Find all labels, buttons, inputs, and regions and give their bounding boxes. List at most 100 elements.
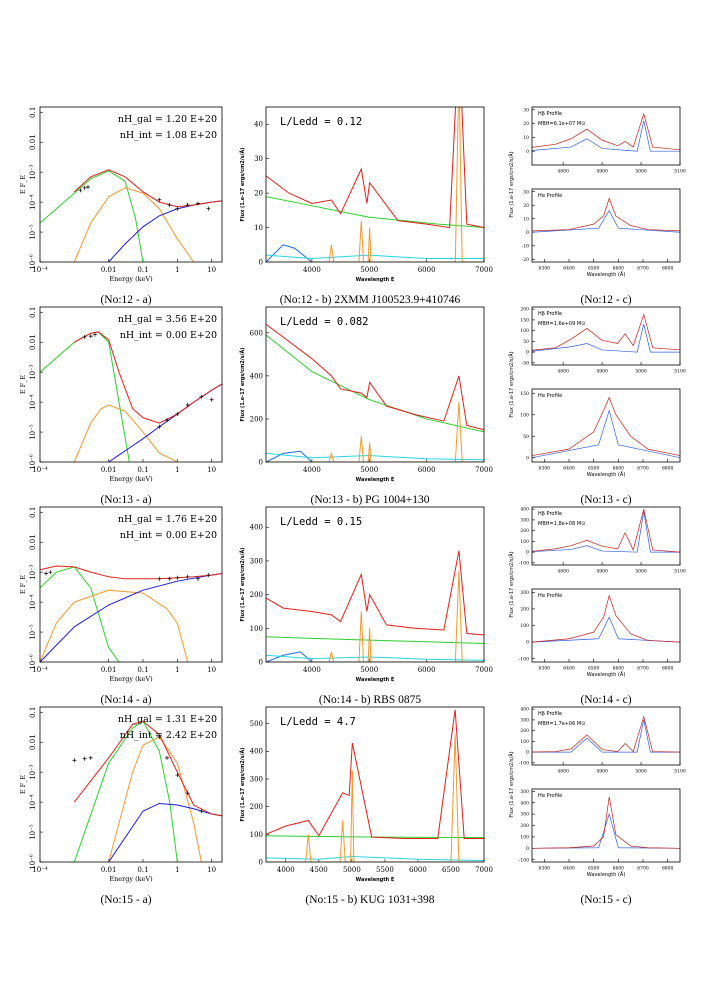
plot-frame (531, 388, 681, 463)
y-tick-label: 0.01 (29, 134, 37, 150)
plot-area (532, 112, 680, 152)
y-tick-label: 10 (523, 135, 529, 141)
series-line (266, 450, 484, 462)
x-tick-label: 4000 (303, 466, 321, 474)
plot-frame (39, 106, 223, 263)
series-line (266, 636, 484, 644)
data-point (78, 188, 83, 193)
y-tick-label: 150 (520, 317, 529, 323)
y-tick-label: 10⁻⁶ (29, 454, 37, 470)
y-tick-label: 100 (250, 625, 263, 633)
plot-area (532, 594, 680, 643)
series-line (532, 324, 680, 353)
series-line (73, 169, 222, 208)
y-tick-label: 600 (250, 329, 263, 337)
data-point (88, 334, 93, 339)
caption: (No:15 - c) (580, 894, 631, 906)
y-tick-label: 300 (520, 717, 529, 723)
y-axis-label: E F_E (19, 375, 27, 395)
y-axis-label: Flux (1.e-17 ergs/cm2/s/Å) (508, 351, 515, 417)
chart-panel: 4000 5000 6000 7000 0 100 200 300 400 L/Ledd = 0.… (239, 506, 493, 706)
x-tick-label: 4900 (596, 769, 608, 775)
y-tick-label: 40 (254, 121, 263, 129)
data-point (93, 332, 98, 337)
x-tick-label: 6700 (637, 466, 649, 472)
y-axis-label: Flux (1.e-17 ergs/cm2/s/Å) (239, 547, 246, 621)
data-point (72, 758, 77, 763)
y-tick-label: 200 (250, 591, 263, 599)
series-line (266, 550, 484, 636)
y-tick-label: 200 (520, 728, 529, 734)
plot-area (532, 509, 680, 553)
x-axis-label: Energy (keV) (109, 275, 153, 283)
y-tick-label: -20 (522, 257, 529, 263)
x-tick-label: 4900 (596, 569, 608, 575)
plot-frame (265, 706, 485, 863)
x-tick-label: 4800 (557, 169, 569, 175)
y-tick-label: 10 (254, 224, 263, 232)
y-tick-label: 0 (259, 858, 263, 866)
x-tick-label: 6500 (588, 266, 600, 272)
y-tick-label: 10⁻³ (29, 764, 37, 780)
caption: (No:15 - a) (100, 894, 151, 906)
x-tick-label: 4900 (596, 369, 608, 375)
plot-frame (265, 106, 485, 263)
series-line (266, 401, 484, 462)
y-tick-label: -100 (519, 760, 529, 766)
y-tick-label: 100 (520, 834, 529, 840)
x-tick-label: 6400 (563, 666, 575, 672)
x-tick-label: 6500 (442, 866, 460, 874)
x-tick-label: 7000 (475, 866, 493, 874)
data-point (196, 201, 201, 206)
x-tick-label: 5000 (360, 466, 378, 474)
x-axis-label: Wavelength E (356, 677, 395, 683)
chart-panel: 4000 4500 5000 5500 6000 6500 7000 0 100 200 300 40… (239, 706, 493, 906)
series-line (108, 802, 222, 862)
caption: (No:13 - c) (580, 494, 631, 506)
x-tick-label: 0.01 (101, 866, 117, 874)
series-line (266, 835, 484, 839)
chart-panel: 6300 6400 6500 6600 6700 6800 -20 -10 0 10 20 30 Hα … (508, 151, 681, 306)
x-axis-label: Wavelength (Å) (587, 271, 626, 278)
x-tick-label: 5100 (674, 169, 686, 175)
data-point (82, 334, 87, 339)
data-point (175, 206, 180, 211)
x-tick-label: 0.01 (101, 666, 117, 674)
annotation: L/Ledd = 0.12 (280, 116, 362, 128)
y-axis-label: Flux (1.e-17 ergs/cm2/s/Å) (508, 551, 515, 617)
x-tick-label: 6300 (539, 666, 551, 672)
y-tick-label: 10⁻⁴ (29, 594, 37, 610)
x-tick-label: 1 (175, 866, 179, 874)
series-line (266, 254, 484, 260)
x-tick-label: 10 (207, 866, 216, 874)
x-tick-label: 0.01 (101, 466, 117, 474)
x-tick-label: 6600 (613, 266, 625, 272)
x-tick-label: 6400 (563, 866, 575, 872)
x-tick-label: 5000 (635, 769, 647, 775)
chart-panel: 4000 5000 6000 7000 0 10 20 30 40 L/Ledd = 0.12 Wa… (239, 106, 493, 306)
plot-frame (531, 788, 681, 863)
x-tick-label: 6300 (539, 266, 551, 272)
x-tick-label: 6500 (588, 466, 600, 472)
x-tick-label: 6800 (662, 666, 674, 672)
y-tick-label: 300 (250, 557, 263, 565)
chart-panel: 10⁻⁴ 0.01 0.1 1 10 10⁻⁶ 10⁻⁵ 10⁻⁴ 10⁻³ 0.01 0.1 nH_… (19, 706, 223, 906)
annotation: nH_gal = 1.31 E+20 (118, 714, 217, 725)
data-point (199, 394, 204, 399)
x-tick-label: 6300 (539, 466, 551, 472)
caption: (No:13 - a) (100, 494, 151, 506)
annotation: L/Ledd = 0.15 (280, 516, 362, 528)
x-tick-label: 0.1 (137, 866, 148, 874)
series-line (266, 323, 484, 431)
y-tick-label: 20 (523, 203, 529, 209)
y-tick-label: -50 (522, 360, 529, 366)
plot-area (40, 331, 222, 462)
plot-area (532, 796, 680, 849)
y-tick-label: 500 (520, 789, 529, 795)
data-point (175, 575, 180, 580)
y-tick-label: 10⁻³ (29, 164, 37, 180)
series-line (532, 715, 680, 753)
y-tick-label: 0 (526, 750, 529, 756)
plot-frame (531, 706, 681, 766)
x-axis-label: Wavelength (Å) (587, 671, 626, 678)
